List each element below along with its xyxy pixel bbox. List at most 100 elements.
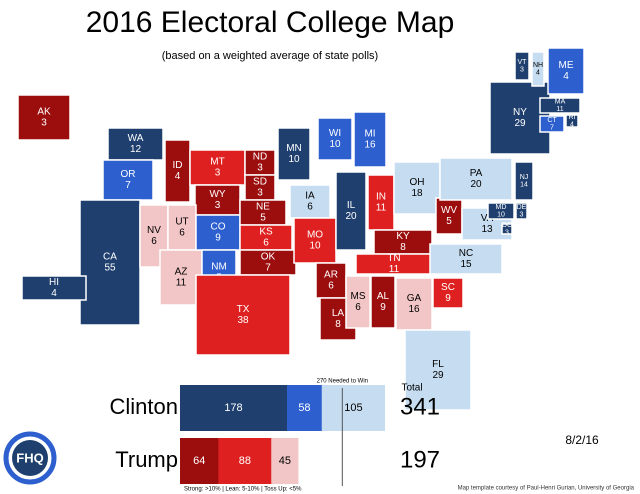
state-abbr: MN [286,143,302,154]
state-abbr: MT [210,157,224,168]
state-votes: 5 [260,213,266,224]
state-abbr: CO [211,222,226,233]
state-abbr: WV [441,205,457,216]
state-abbr: WY [209,189,225,200]
state-abbr: NV [147,225,161,236]
state-abbr: IA [305,191,315,202]
state-votes: 3 [257,163,263,174]
state-abbr: NJ [520,174,529,181]
state [107,127,164,161]
state-abbr: DC [502,222,512,229]
state-votes: 4 [563,71,569,82]
state-abbr: CA [103,252,117,263]
state [195,274,291,356]
state-votes: 3 [215,200,221,211]
bar-segment [271,438,299,484]
state-votes: 9 [445,293,451,304]
state [539,97,581,114]
state [432,277,464,309]
state [565,114,579,128]
state-abbr: KS [259,227,273,238]
state-votes: 20 [470,179,482,190]
state-votes: 11 [389,264,400,275]
bar-segment [287,385,322,431]
state [515,202,528,220]
state-abbr: AK [37,107,51,118]
state-votes: 7 [125,180,131,191]
state-votes: 16 [364,140,376,151]
state-votes: 7 [550,125,554,132]
segment-label: 45 [279,455,291,467]
total-header: Total [401,383,422,394]
state-votes: 5 [446,216,452,227]
state-votes: 9 [215,233,221,244]
candidate-name: Trump [115,447,178,472]
state-abbr: MA [555,98,566,105]
state-abbr: DE [517,204,527,211]
state-abbr: IL [347,200,356,211]
state-votes: 6 [307,202,313,213]
state-abbr: AL [377,291,390,302]
state-abbr: KY [396,231,410,242]
state [189,149,246,186]
state-votes: 10 [309,241,321,252]
state-abbr: TX [237,304,250,315]
logo-text: FHQ [16,450,43,465]
state-votes: 13 [481,224,493,235]
state-votes: 6 [355,302,361,313]
state-abbr: PA [470,168,483,179]
state-votes: 6 [328,281,334,292]
state-abbr: RI [569,114,576,121]
state-abbr: UT [175,217,188,228]
state [429,243,503,275]
bar-segment [218,438,272,484]
state-votes: 6 [263,238,269,249]
legend: Strong: >10% | Lean: 5-10% | Toss Up: <5… [184,487,302,493]
state-abbr: MD [496,204,507,211]
subtitle: (based on a weighted average of state po… [162,50,378,62]
date: 8/2/16 [565,433,599,447]
segment-label: 88 [239,455,251,467]
state [289,184,331,219]
map: WA12OR7CA55NV6ID4MT3WY3UT6AZ11CO9NM5ND3S… [17,47,585,411]
state-abbr: NY [513,107,527,118]
state [195,214,241,251]
candidate-total: 197 [400,446,440,473]
state-abbr: MO [307,230,323,241]
state [239,199,287,226]
state [501,223,513,235]
state-abbr: SC [441,282,455,293]
bar-segment [180,385,288,431]
state-votes: 29 [514,118,526,129]
state-abbr: TN [387,253,400,264]
state-abbr: WA [128,133,144,144]
state-votes: 10 [288,154,300,165]
state-votes: 4 [570,122,574,129]
state-abbr: VA [481,213,494,224]
state [277,127,311,181]
state-votes: 11 [176,278,187,289]
state-votes: 55 [104,263,116,274]
state-abbr: OH [410,177,425,188]
state-abbr: HI [49,277,59,288]
state-votes: 3 [520,212,524,219]
state-votes: 6 [151,236,157,247]
state-abbr: LA [332,308,345,319]
state [17,94,71,141]
tally: Clinton 178 58 105 341 Trump 64 88 45 197 270 Need… [110,379,441,493]
state [244,174,276,201]
state-votes: 3 [505,230,509,237]
state-abbr: AZ [175,267,188,278]
state-abbr: SD [253,177,267,188]
state-votes: 8 [335,319,341,330]
state-votes: 3 [41,118,47,129]
state-votes: 4 [175,171,181,182]
state-abbr: ND [253,152,267,163]
state-votes: 8 [400,242,406,253]
state-votes: 29 [432,370,444,381]
state [393,161,441,215]
state [293,217,337,264]
state-votes: 9 [380,302,386,313]
state [345,275,371,329]
state-abbr: ME [559,60,574,71]
